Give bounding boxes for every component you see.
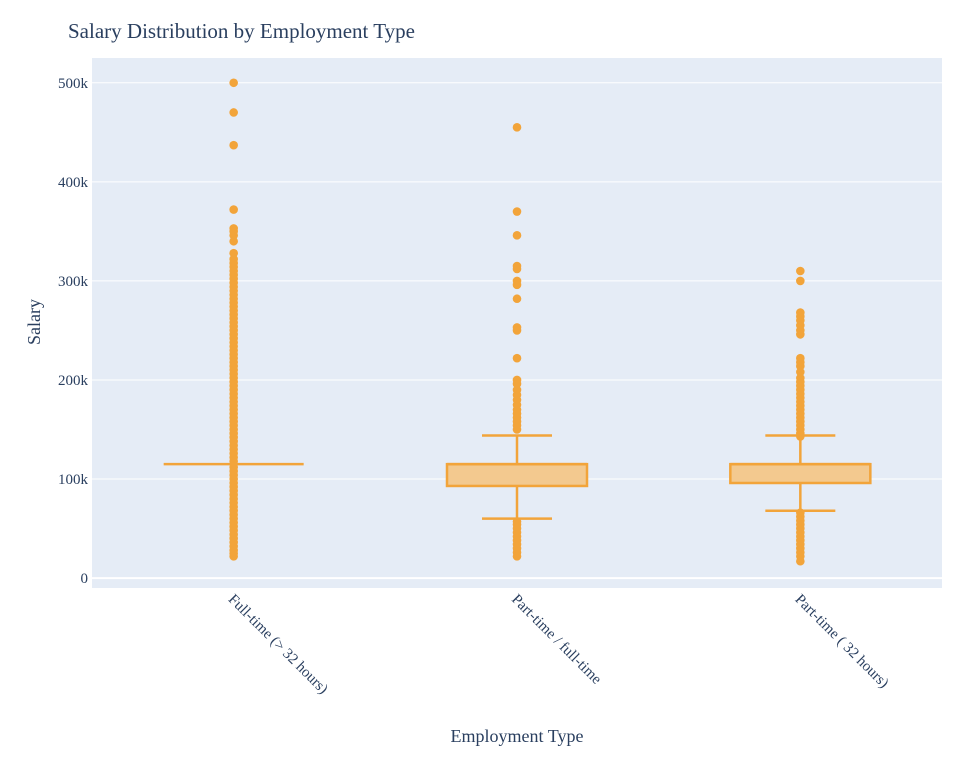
x-tick-label: Part-time / full-time — [508, 592, 604, 688]
x-tick-label: Part-time ( 32 hours) — [792, 592, 892, 692]
outlier-point — [229, 236, 238, 246]
outlier-point — [796, 367, 805, 377]
y-tick-label: 400k — [58, 175, 89, 191]
y-tick-label: 0 — [81, 571, 89, 587]
x-axis-title: Employment Type — [451, 726, 584, 746]
outlier-point — [229, 140, 238, 150]
outlier-point — [229, 231, 238, 240]
box-group — [163, 78, 304, 561]
outlier-point — [229, 108, 238, 117]
outlier-point — [512, 123, 522, 132]
outlier-point — [796, 330, 805, 339]
outlier-point — [796, 266, 805, 276]
y-tick-label: 300k — [58, 274, 89, 290]
outlier-point — [512, 425, 522, 434]
outlier-point — [512, 264, 522, 274]
outlier-point — [512, 353, 522, 363]
y-axis-ticks: 0 100k 200k 300k 400k 500k — [58, 76, 89, 587]
outlier-point — [512, 207, 522, 216]
outlier-point — [512, 326, 522, 335]
iqr-box — [729, 462, 872, 485]
y-axis-title: Salary — [24, 299, 44, 345]
outlier-point — [229, 205, 238, 214]
y-tick-label: 500k — [58, 76, 89, 92]
outlier-point — [229, 78, 238, 88]
box-group — [729, 266, 872, 566]
outlier-point — [229, 248, 238, 258]
box-group — [445, 123, 589, 561]
outlier-point — [512, 294, 522, 304]
boxes — [163, 78, 872, 566]
y-tick-label: 200k — [58, 373, 89, 389]
y-tick-label: 100k — [58, 472, 89, 488]
outlier-point — [512, 280, 522, 290]
outlier-point — [512, 551, 522, 561]
outlier-point — [796, 276, 805, 286]
outlier-point — [796, 556, 805, 566]
outlier-point — [229, 551, 238, 561]
iqr-box — [445, 462, 589, 488]
chart-title: Salary Distribution by Employment Type — [68, 19, 415, 43]
outlier-point — [796, 361, 805, 371]
x-axis-ticks: Full-time (> 32 hours) Part-time / full-t… — [225, 592, 892, 698]
outlier-point — [512, 231, 522, 240]
x-tick-label: Full-time (> 32 hours) — [225, 592, 331, 698]
outlier-point — [512, 379, 522, 389]
